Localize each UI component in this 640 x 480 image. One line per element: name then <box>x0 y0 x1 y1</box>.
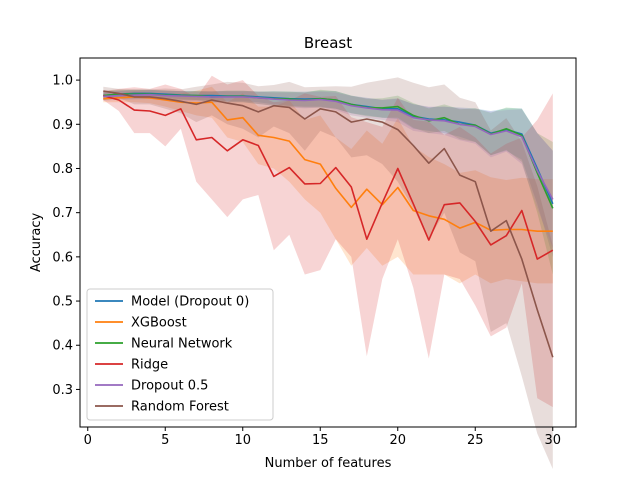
band-series-5 <box>103 77 553 470</box>
y-tick-label: 1.0 <box>52 74 73 89</box>
legend-label: Dropout 0.5 <box>131 379 208 394</box>
legend-label: Model (Dropout 0) <box>131 295 249 310</box>
x-tick-label: 0 <box>84 433 92 448</box>
y-axis-ticks: 0.3 0.4 0.5 0.6 0.7 0.8 0.9 1.0 <box>52 74 80 398</box>
y-tick-label: 0.9 <box>52 118 73 133</box>
y-tick-label: 0.3 <box>52 383 73 398</box>
legend-label: Neural Network <box>131 337 233 352</box>
confidence-bands <box>103 75 553 470</box>
band-series-0 <box>103 89 553 257</box>
legend-label: Ridge <box>131 358 168 373</box>
band-series-4 <box>103 90 553 248</box>
y-tick-label: 0.8 <box>52 162 73 177</box>
band-series-3 <box>103 75 553 408</box>
line-series-3 <box>103 94 554 260</box>
legend-label: XGBoost <box>131 316 187 331</box>
x-tick-label: 5 <box>161 433 169 448</box>
x-tick-label: 15 <box>312 433 329 448</box>
line-series-5 <box>103 90 554 358</box>
x-axis-ticks: 0 5 10 15 20 25 30 <box>84 427 561 448</box>
legend-label: Random Forest <box>131 400 229 415</box>
band-series-1 <box>103 86 553 284</box>
y-tick-label: 0.4 <box>52 339 73 354</box>
series-lines <box>103 90 554 358</box>
y-tick-label: 0.5 <box>52 295 73 310</box>
chart-title: Breast <box>304 34 352 52</box>
legend: Model (Dropout 0) XGBoost Neural Network Ri… <box>86 288 274 421</box>
x-tick-label: 10 <box>234 433 251 448</box>
y-axis-label: Accuracy <box>29 213 44 273</box>
y-tick-label: 0.6 <box>52 250 73 265</box>
x-tick-label: 20 <box>389 433 406 448</box>
legend-box <box>86 288 274 421</box>
y-tick-label: 0.7 <box>52 206 73 221</box>
x-axis-label: Number of features <box>265 456 392 471</box>
line-series-4 <box>103 93 554 200</box>
x-tick-label: 25 <box>467 433 484 448</box>
band-series-2 <box>103 89 553 275</box>
plot-frame <box>79 57 577 428</box>
x-tick-label: 30 <box>544 433 561 448</box>
